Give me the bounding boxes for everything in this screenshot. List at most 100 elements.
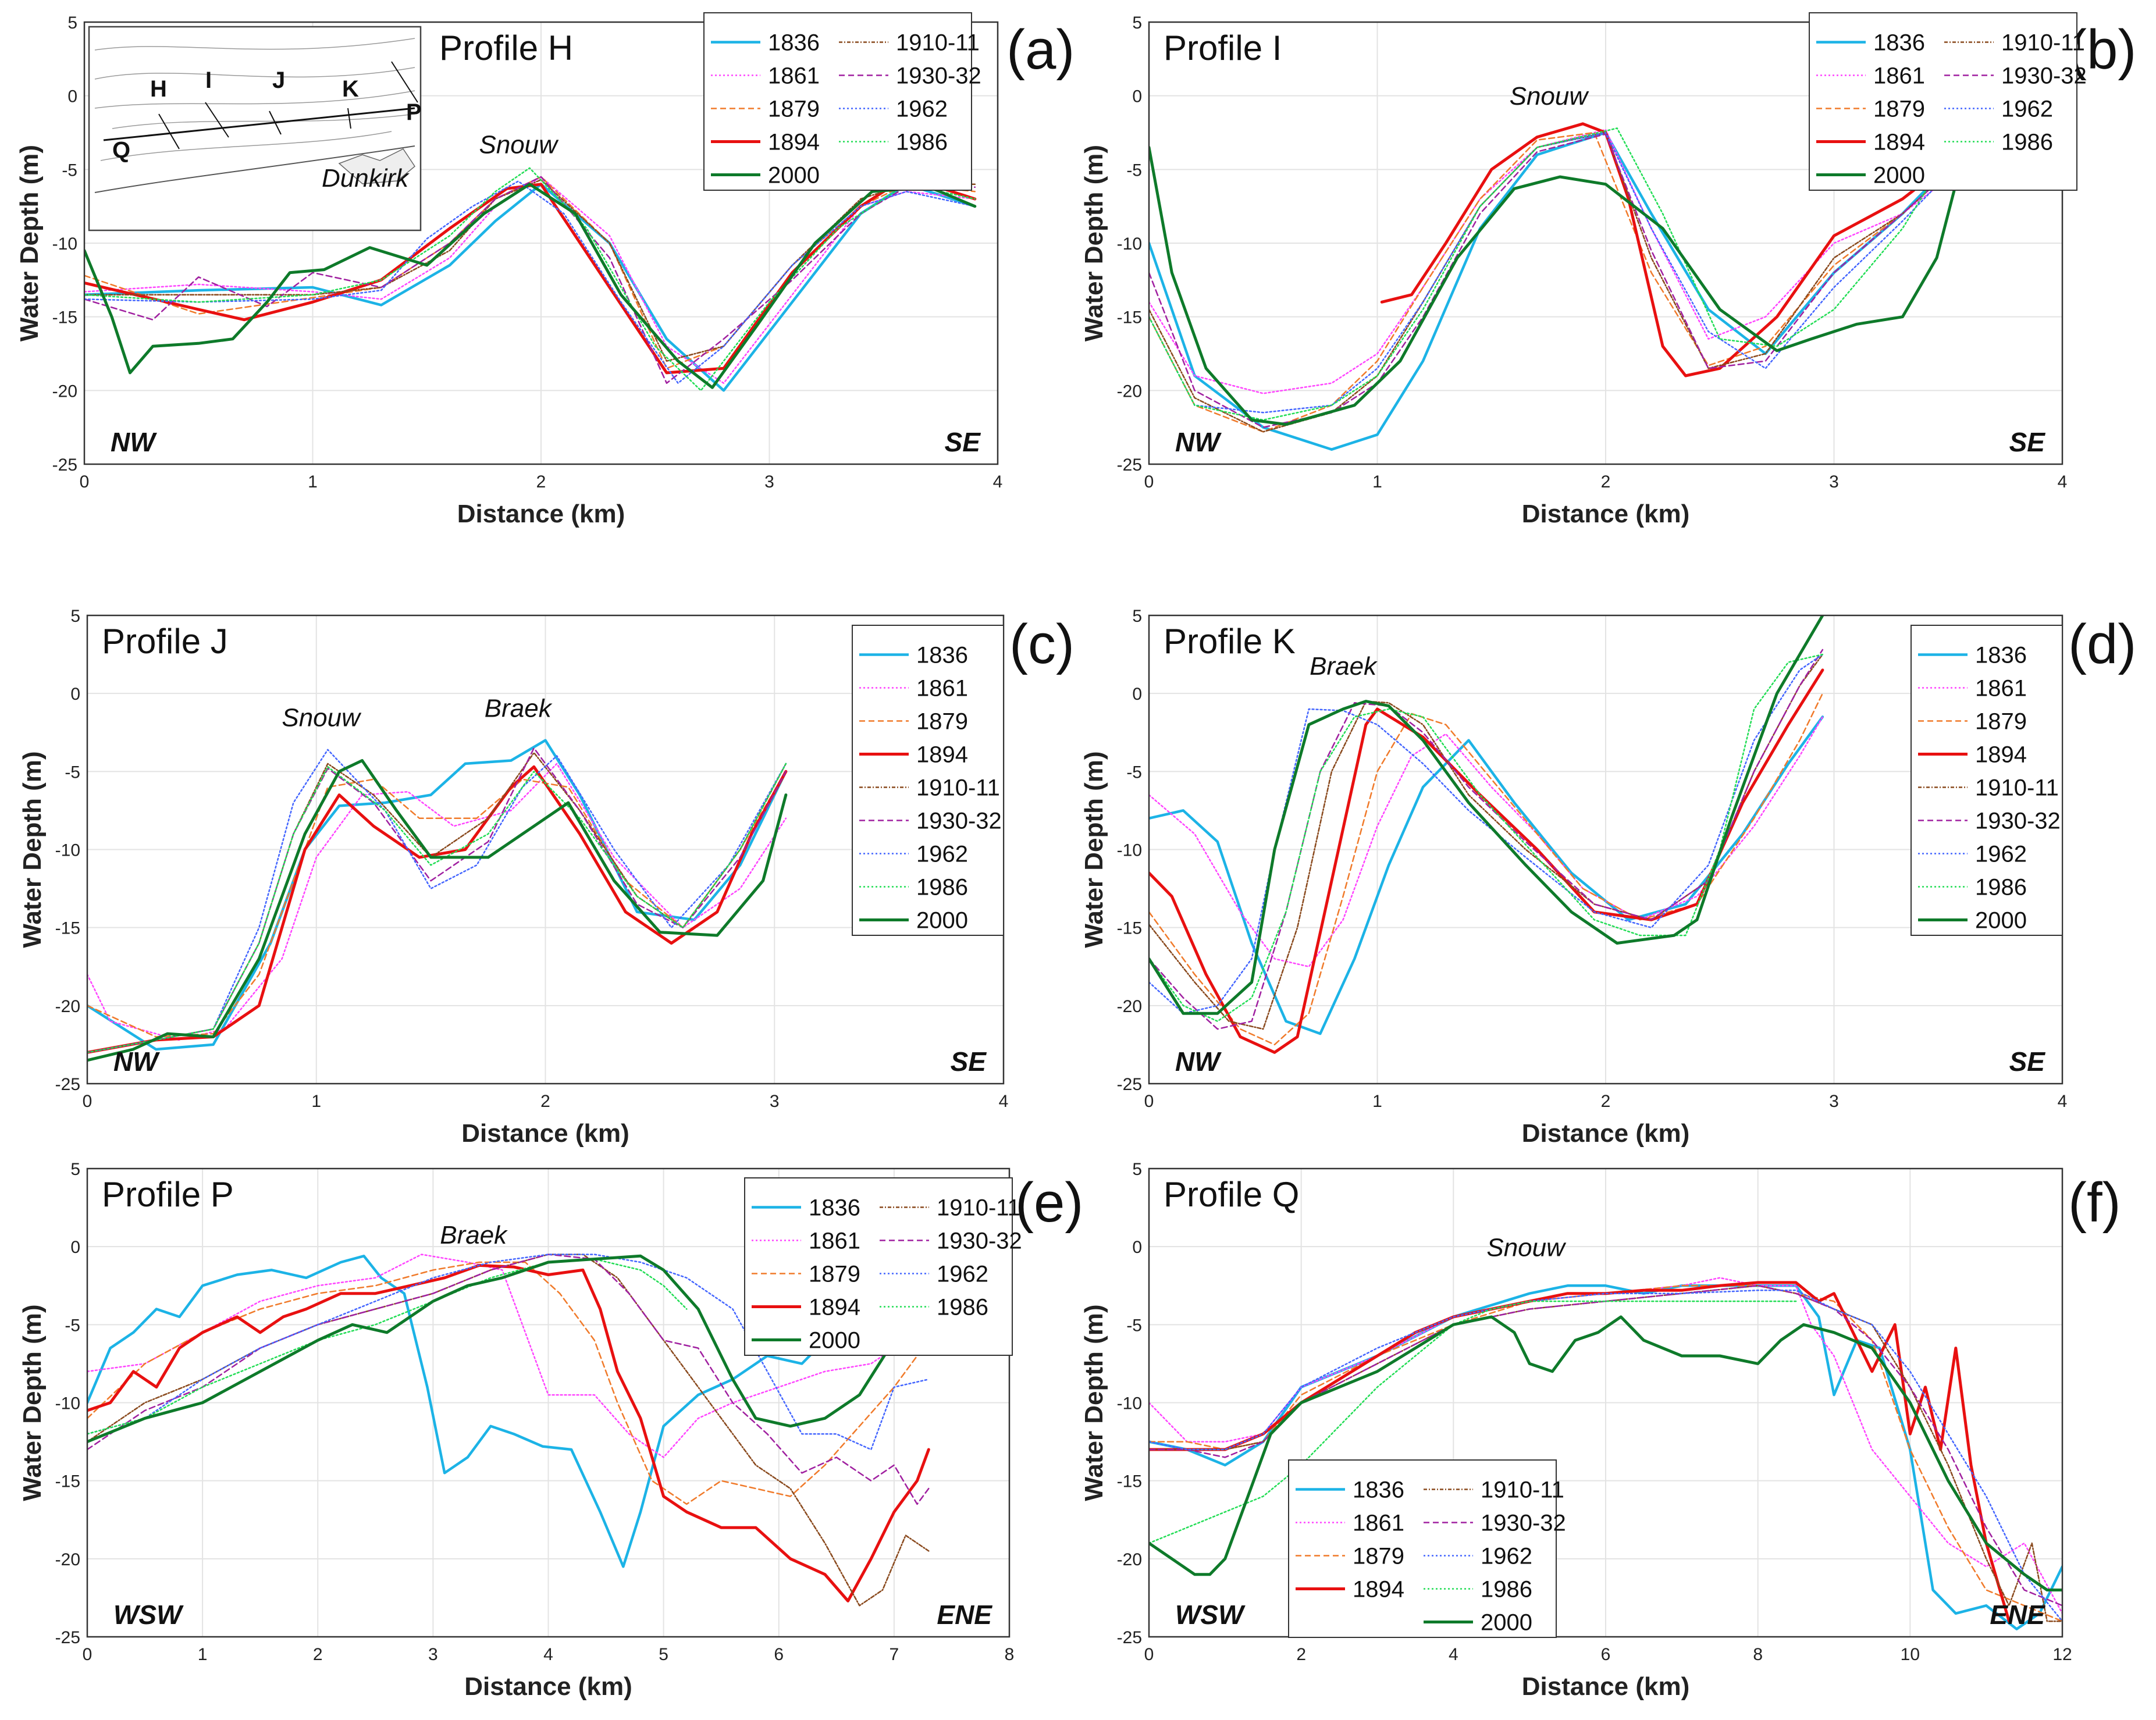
legend-label: 1861 [809,1228,860,1254]
series-line-1962 [84,180,976,384]
legend-label: 1894 [1975,742,2027,768]
y-tick-label: -10 [52,234,77,254]
legend-label: 1879 [1873,97,1925,122]
legend-label: 1910-11 [937,1195,1020,1221]
y-tick-label: -25 [52,455,77,475]
y-axis-label: Water Depth (m) [18,1304,47,1501]
inset-profile-label: Q [112,137,130,163]
panel-c: 0 1 2 3 4 -25 -20 -15 -10 -5 0 5 Distance (km) Water … [18,607,1075,1148]
inset-profile-label: J [272,67,285,93]
legend-label: 2000 [1873,163,1925,188]
panel-f: 0 2 4 6 8 10 12 -25 -20 -15 -10 -5 0 5 Distance (km) Wa… [1080,1160,2121,1701]
y-tick-label: -25 [55,1075,80,1094]
annotation-label: Snouw [1510,82,1590,111]
y-tick-label: 5 [70,607,80,626]
legend-label: 1930-32 [2001,63,2087,89]
direction-right: SE [951,1046,987,1077]
series-line-1962 [1149,653,1824,1014]
series-line-1930-32 [1149,649,1824,1030]
x-tick-label: 4 [543,1645,553,1664]
y-tick-label: -10 [55,841,80,860]
panel-label: (a) [1006,19,1075,81]
x-tick-label: 0 [83,1645,92,1664]
x-tick-label: 1 [1372,1092,1382,1111]
legend-label: 1879 [916,709,968,735]
series-line-1986 [87,763,787,1053]
x-tick-label: 5 [659,1645,668,1664]
x-axis-label: Distance (km) [1522,1119,1690,1148]
legend-label: 1962 [1975,842,2027,867]
x-tick-label: 0 [83,1092,92,1111]
legend-label: 1962 [937,1262,988,1287]
panel-a: 0 1 2 3 4 -25 -20 -15 -10 -5 0 5 Distance (km) Water … [15,12,1075,528]
inset-map: H I J K P Q Dunkirk [88,26,422,232]
x-tick-label: 1 [1372,472,1382,492]
axes-box [83,21,999,465]
y-tick-label: -15 [1117,308,1142,327]
series-group [87,739,788,1062]
legend-label: 1910-11 [916,775,1000,801]
y-tick-label: -15 [1117,1472,1142,1491]
y-tick-label: 0 [67,87,77,106]
legend: 1836 1861 1879 1894 1910-11 1930-32 1962 1986 20… [1910,625,2063,936]
y-axis-label: Water Depth (m) [18,751,47,948]
series-line-1930-32 [87,1254,930,1505]
y-tick-label: -15 [55,1472,80,1491]
profile-title: Profile P [102,1175,234,1214]
x-tick-label: 0 [1144,1092,1154,1111]
legend-label: 1861 [1975,676,2027,701]
x-axis-label: Distance (km) [457,500,625,528]
series-line-1879 [84,176,976,369]
y-tick-label: -20 [55,1550,80,1569]
series-line-1910-11 [84,179,976,362]
y-tick-label: -20 [1117,1550,1142,1569]
y-tick-label: 5 [1132,1160,1142,1179]
y-tick-label: -20 [55,997,80,1016]
legend-label: 1910-11 [1481,1477,1564,1503]
x-tick-label: 6 [1601,1645,1611,1664]
legend-label: 1930-32 [916,809,1002,834]
legend-label: 1861 [1873,63,1925,89]
profile-cross-line [347,108,351,129]
legend-label: 1962 [2001,97,2053,122]
panel-label: (e) [1015,1171,1083,1234]
legend-label: 1879 [768,97,820,122]
legend-box [852,625,1004,936]
panel-label: (d) [2068,613,2136,675]
legend-label: 1986 [937,1295,988,1320]
x-axis-label: Distance (km) [1522,500,1690,528]
direction-right: SE [2009,427,2046,457]
x-tick-label: 1 [311,1092,321,1111]
x-tick-label: 3 [764,472,774,492]
x-tick-label: 4 [999,1092,1009,1111]
panel-e: 0 1 2 3 4 5 6 7 8 -25 -20 -15 -10 -5 0 5 Distance (km) Wa… [18,1160,1083,1701]
profile-title: Profile H [439,29,573,67]
x-tick-label: 0 [80,472,90,492]
y-tick-label: -25 [55,1628,80,1647]
x-axis-label: Distance (km) [464,1672,632,1701]
y-tick-label: -15 [55,919,80,938]
legend-label: 1910-11 [896,30,980,56]
contour-line [94,90,415,109]
annotation-label: Snouw [479,130,559,159]
y-tick-label: -20 [1117,382,1142,401]
profile-title: Profile I [1164,29,1282,67]
direction-left: NW [113,1046,160,1077]
direction-right: SE [945,427,981,457]
y-tick-label: -10 [55,1394,80,1413]
legend-label: 2000 [916,908,968,934]
legend-label: 1930-32 [1481,1511,1566,1536]
legend-label: 1986 [916,875,968,900]
legend-label: 1962 [916,842,968,867]
y-axis-label: Water Depth (m) [1080,751,1108,948]
series-line-1879 [87,1261,918,1505]
series-line-1930-32 [84,176,976,384]
y-axis-label: Water Depth (m) [1080,145,1108,341]
series-line-2000 [84,183,977,389]
profile-cross-line [158,113,180,149]
x-tick-label: 3 [428,1645,438,1664]
y-tick-label: -10 [1117,841,1142,860]
y-tick-label: -5 [1126,1316,1142,1335]
inset-city-label: Dunkirk [322,164,410,193]
